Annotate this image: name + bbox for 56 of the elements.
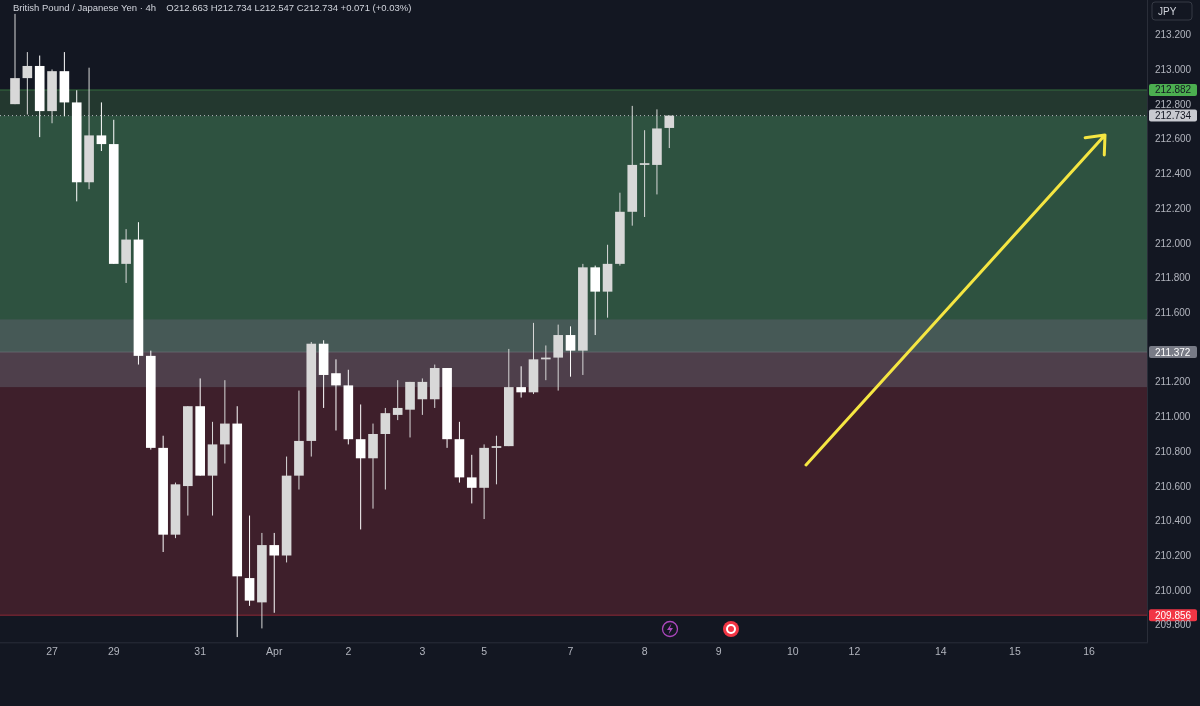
x-tick-label: 27	[46, 645, 59, 657]
y-tick-label: 211.200	[1155, 376, 1191, 388]
candlestick	[639, 129, 650, 218]
y-tick-label: 210.600	[1155, 480, 1192, 492]
y-tick-label: 210.000	[1155, 584, 1192, 596]
x-tick-label: 15	[1009, 645, 1021, 657]
x-tick-label: 31	[194, 645, 207, 657]
chart-title: British Pound / Japanese Yen · 4h	[13, 1, 157, 13]
candlestick	[96, 101, 107, 152]
y-tick-label: 211.000	[1155, 411, 1191, 423]
y-tick-label: 209.800	[1155, 619, 1192, 631]
y-tick-label: 212.800	[1155, 98, 1192, 110]
y-tick-label: 210.400	[1155, 515, 1192, 527]
y-tick-label: 212.400	[1155, 168, 1192, 180]
x-tick-label: 2	[345, 645, 352, 657]
candlestick	[22, 51, 33, 116]
candlestick	[664, 115, 675, 149]
y-tick-label: 212.000	[1155, 237, 1192, 249]
y-tick-label: 211.800	[1155, 272, 1191, 284]
x-tick-label: 10	[786, 645, 799, 657]
y-tick-label: 212.600	[1155, 133, 1192, 145]
x-tick-label: 16	[1083, 645, 1096, 657]
candlestick	[392, 379, 403, 421]
x-tick-label: 7	[567, 645, 574, 657]
y-tick-label: 213.000	[1155, 63, 1192, 75]
y-tick-label: 213.200	[1155, 29, 1192, 41]
x-tick-label: 12	[848, 645, 861, 657]
ref-line-label: 209.856	[1155, 609, 1192, 621]
x-tick-label: 9	[715, 645, 722, 657]
candlestick	[417, 377, 428, 416]
candlestick	[331, 358, 341, 432]
y-tick-label: 212.200	[1155, 202, 1192, 214]
candlestick	[553, 324, 563, 392]
x-tick-label: 14	[935, 645, 947, 657]
ref-line-label: 212.882	[1155, 84, 1192, 96]
candlestick	[355, 403, 366, 530]
candlestick	[491, 435, 502, 485]
x-tick-label: 5	[481, 645, 488, 657]
ref-line-label: 212.734	[1155, 110, 1192, 122]
candlestick	[244, 515, 255, 607]
x-tick-label: 3	[419, 645, 426, 657]
x-tick-label: Apr	[266, 645, 283, 657]
y-tick-label: 210.200	[1155, 550, 1192, 561]
candlestick	[565, 325, 576, 378]
chart-subtitle: O212.663 H212.734 L212.547 C212.734 +0.071 (+0.03%)	[166, 1, 412, 13]
ref-line-label: 211.372	[1155, 346, 1191, 358]
y-axis-title: JPY	[1158, 5, 1177, 17]
candlestick	[466, 454, 477, 504]
y-tick-label: 211.600	[1155, 306, 1191, 318]
candlestick	[516, 365, 526, 399]
y-tick-label: 210.800	[1155, 445, 1192, 457]
candlestick	[269, 532, 280, 614]
candlestick	[220, 379, 230, 464]
x-tick-label: 8	[641, 645, 648, 657]
x-tick-label: 29	[107, 645, 120, 657]
candlestick	[380, 407, 391, 491]
